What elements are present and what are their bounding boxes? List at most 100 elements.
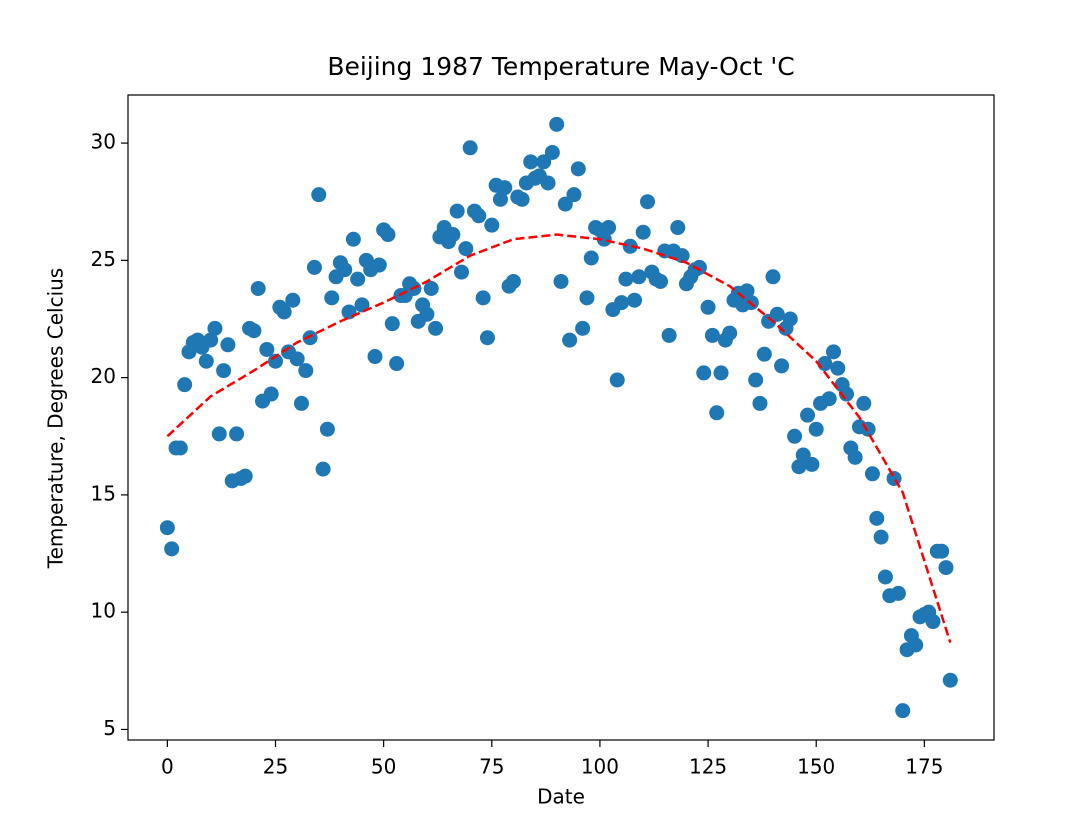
- data-point: [462, 140, 478, 156]
- data-point: [873, 529, 889, 545]
- data-point: [237, 468, 253, 484]
- data-point: [631, 269, 647, 285]
- data-point: [505, 273, 521, 289]
- data-point: [886, 470, 902, 486]
- data-point: [942, 672, 958, 688]
- data-point: [627, 292, 643, 308]
- data-point: [826, 344, 842, 360]
- data-point: [345, 231, 361, 247]
- data-point: [341, 304, 357, 320]
- data-point: [838, 386, 854, 402]
- data-point: [709, 405, 725, 421]
- data-point: [172, 440, 188, 456]
- data-point: [164, 541, 180, 557]
- data-point: [691, 259, 707, 275]
- plot-area: 0 25 50 75 100 125 150 175 5 10 15 20 25 30: [91, 116, 958, 779]
- data-point: [722, 325, 738, 341]
- x-tick-label: 25: [263, 755, 288, 779]
- data-point: [354, 297, 370, 313]
- data-point: [289, 351, 305, 367]
- data-point: [544, 144, 560, 160]
- data-point: [791, 459, 807, 475]
- data-point: [419, 306, 435, 322]
- data-point: [285, 292, 301, 308]
- data-point: [756, 346, 772, 362]
- data-point: [713, 365, 729, 381]
- data-point: [583, 250, 599, 266]
- data-point: [454, 264, 470, 280]
- data-point: [925, 614, 941, 630]
- x-tick-label: 0: [161, 755, 174, 779]
- data-point: [635, 224, 651, 240]
- data-point: [479, 330, 495, 346]
- x-tick-label: 150: [797, 755, 835, 779]
- data-point: [800, 407, 816, 423]
- data-point: [622, 238, 638, 254]
- y-tick-label: 20: [91, 364, 116, 388]
- data-point: [263, 386, 279, 402]
- data-point: [934, 543, 950, 559]
- data-point: [752, 395, 768, 411]
- data-point: [306, 259, 322, 275]
- data-point: [384, 316, 400, 332]
- data-point: [337, 262, 353, 278]
- y-tick-label: 5: [103, 716, 116, 740]
- data-point: [847, 449, 863, 465]
- data-point: [614, 295, 630, 311]
- data-point: [570, 161, 586, 177]
- data-point: [661, 327, 677, 343]
- data-point: [211, 426, 227, 442]
- data-point: [497, 180, 513, 196]
- data-point: [298, 363, 314, 379]
- data-point: [575, 320, 591, 336]
- data-point: [739, 283, 755, 299]
- data-point: [475, 290, 491, 306]
- data-point: [640, 194, 656, 210]
- data-point: [696, 365, 712, 381]
- y-tick-label: 30: [91, 130, 116, 154]
- data-point: [423, 281, 439, 296]
- data-point: [804, 456, 820, 472]
- data-point: [380, 227, 396, 243]
- data-point: [674, 248, 690, 264]
- data-point: [566, 187, 582, 203]
- data-point: [670, 220, 686, 236]
- data-point: [198, 353, 214, 369]
- y-tick-label: 15: [91, 481, 116, 505]
- data-point: [514, 191, 530, 207]
- data-point: [774, 358, 790, 374]
- data-point: [367, 349, 383, 365]
- data-point: [484, 217, 500, 233]
- x-tick-label: 175: [905, 755, 943, 779]
- data-point: [821, 391, 837, 407]
- data-point: [159, 520, 175, 536]
- data-point: [216, 363, 232, 379]
- data-point: [869, 510, 885, 526]
- data-point: [259, 341, 275, 357]
- data-point: [769, 306, 785, 322]
- data-point: [220, 337, 236, 353]
- data-point: [324, 290, 340, 306]
- data-point: [350, 271, 366, 287]
- data-point: [553, 273, 569, 289]
- x-tick-label: 50: [371, 755, 396, 779]
- data-point: [458, 241, 474, 257]
- data-point: [229, 426, 245, 442]
- data-point: [315, 461, 331, 477]
- fit-line: [166, 233, 952, 644]
- x-tick-label: 125: [689, 755, 727, 779]
- data-point: [445, 227, 461, 243]
- x-tick-label: 75: [479, 755, 504, 779]
- data-point: [787, 428, 803, 444]
- data-point: [549, 116, 565, 132]
- data-point: [704, 327, 720, 343]
- data-point: [562, 332, 578, 348]
- data-point: [808, 421, 824, 437]
- data-point: [428, 320, 444, 336]
- data-point: [579, 290, 595, 306]
- x-tick-label: 100: [581, 755, 619, 779]
- data-point: [938, 560, 954, 576]
- data-point: [268, 353, 284, 369]
- data-point: [864, 466, 880, 482]
